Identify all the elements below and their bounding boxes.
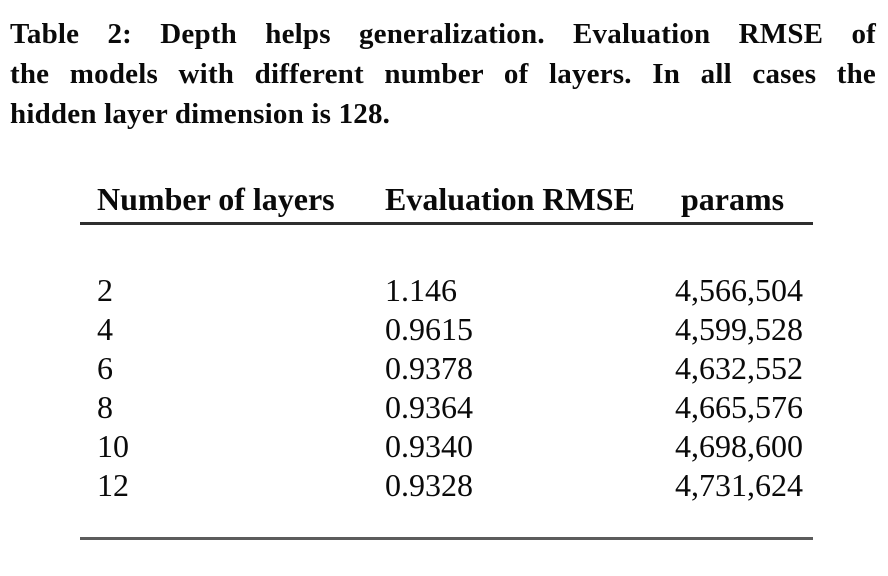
cell-params: 4,566,504 xyxy=(675,272,803,308)
header-gap-row xyxy=(80,224,813,272)
table-row: 2 1.146 4,566,504 xyxy=(80,271,813,310)
cell-layers: 6 xyxy=(97,350,113,386)
cell-rmse: 0.9340 xyxy=(385,428,473,464)
cell-params: 4,632,552 xyxy=(675,350,803,386)
cell-layers: 4 xyxy=(97,311,113,347)
table-header-row: Number of layers Evaluation RMSE params xyxy=(80,178,813,225)
table-row: 10 0.9340 4,698,600 xyxy=(80,427,813,466)
table-row: 8 0.9364 4,665,576 xyxy=(80,388,813,427)
results-table: Number of layers Evaluation RMSE params … xyxy=(80,178,813,540)
cell-layers: 2 xyxy=(97,272,113,308)
cell-layers: 8 xyxy=(97,389,113,425)
cell-rmse: 0.9378 xyxy=(385,350,473,386)
cell-params: 4,599,528 xyxy=(675,311,803,347)
cell-params: 4,698,600 xyxy=(675,428,803,464)
caption-line-3: hidden layer dimension is 128. xyxy=(10,98,391,130)
cell-params: 4,665,576 xyxy=(675,389,803,425)
cell-rmse: 0.9615 xyxy=(385,311,473,347)
caption-line-2: the models with different number of laye… xyxy=(10,58,876,90)
cell-rmse: 0.9364 xyxy=(385,389,473,425)
footer-gap-row xyxy=(80,505,813,539)
cell-rmse: 0.9328 xyxy=(385,467,473,503)
table-caption: Table 2: Depth helps generalization. Eva… xyxy=(10,14,876,134)
column-header-number-of-layers: Number of layers xyxy=(80,178,385,225)
cell-layers: 10 xyxy=(97,428,129,464)
cell-layers: 12 xyxy=(97,467,129,503)
table-row: 6 0.9378 4,632,552 xyxy=(80,349,813,388)
table-row: 12 0.9328 4,731,624 xyxy=(80,466,813,505)
cell-params: 4,731,624 xyxy=(675,467,803,503)
column-header-evaluation-rmse: Evaluation RMSE xyxy=(385,178,675,225)
cell-rmse: 1.146 xyxy=(385,272,457,308)
caption-line-1: Table 2: Depth helps generalization. Eva… xyxy=(10,18,876,50)
column-header-params: params xyxy=(675,178,813,225)
paper-page: Table 2: Depth helps generalization. Eva… xyxy=(0,14,888,576)
table-row: 4 0.9615 4,599,528 xyxy=(80,310,813,349)
